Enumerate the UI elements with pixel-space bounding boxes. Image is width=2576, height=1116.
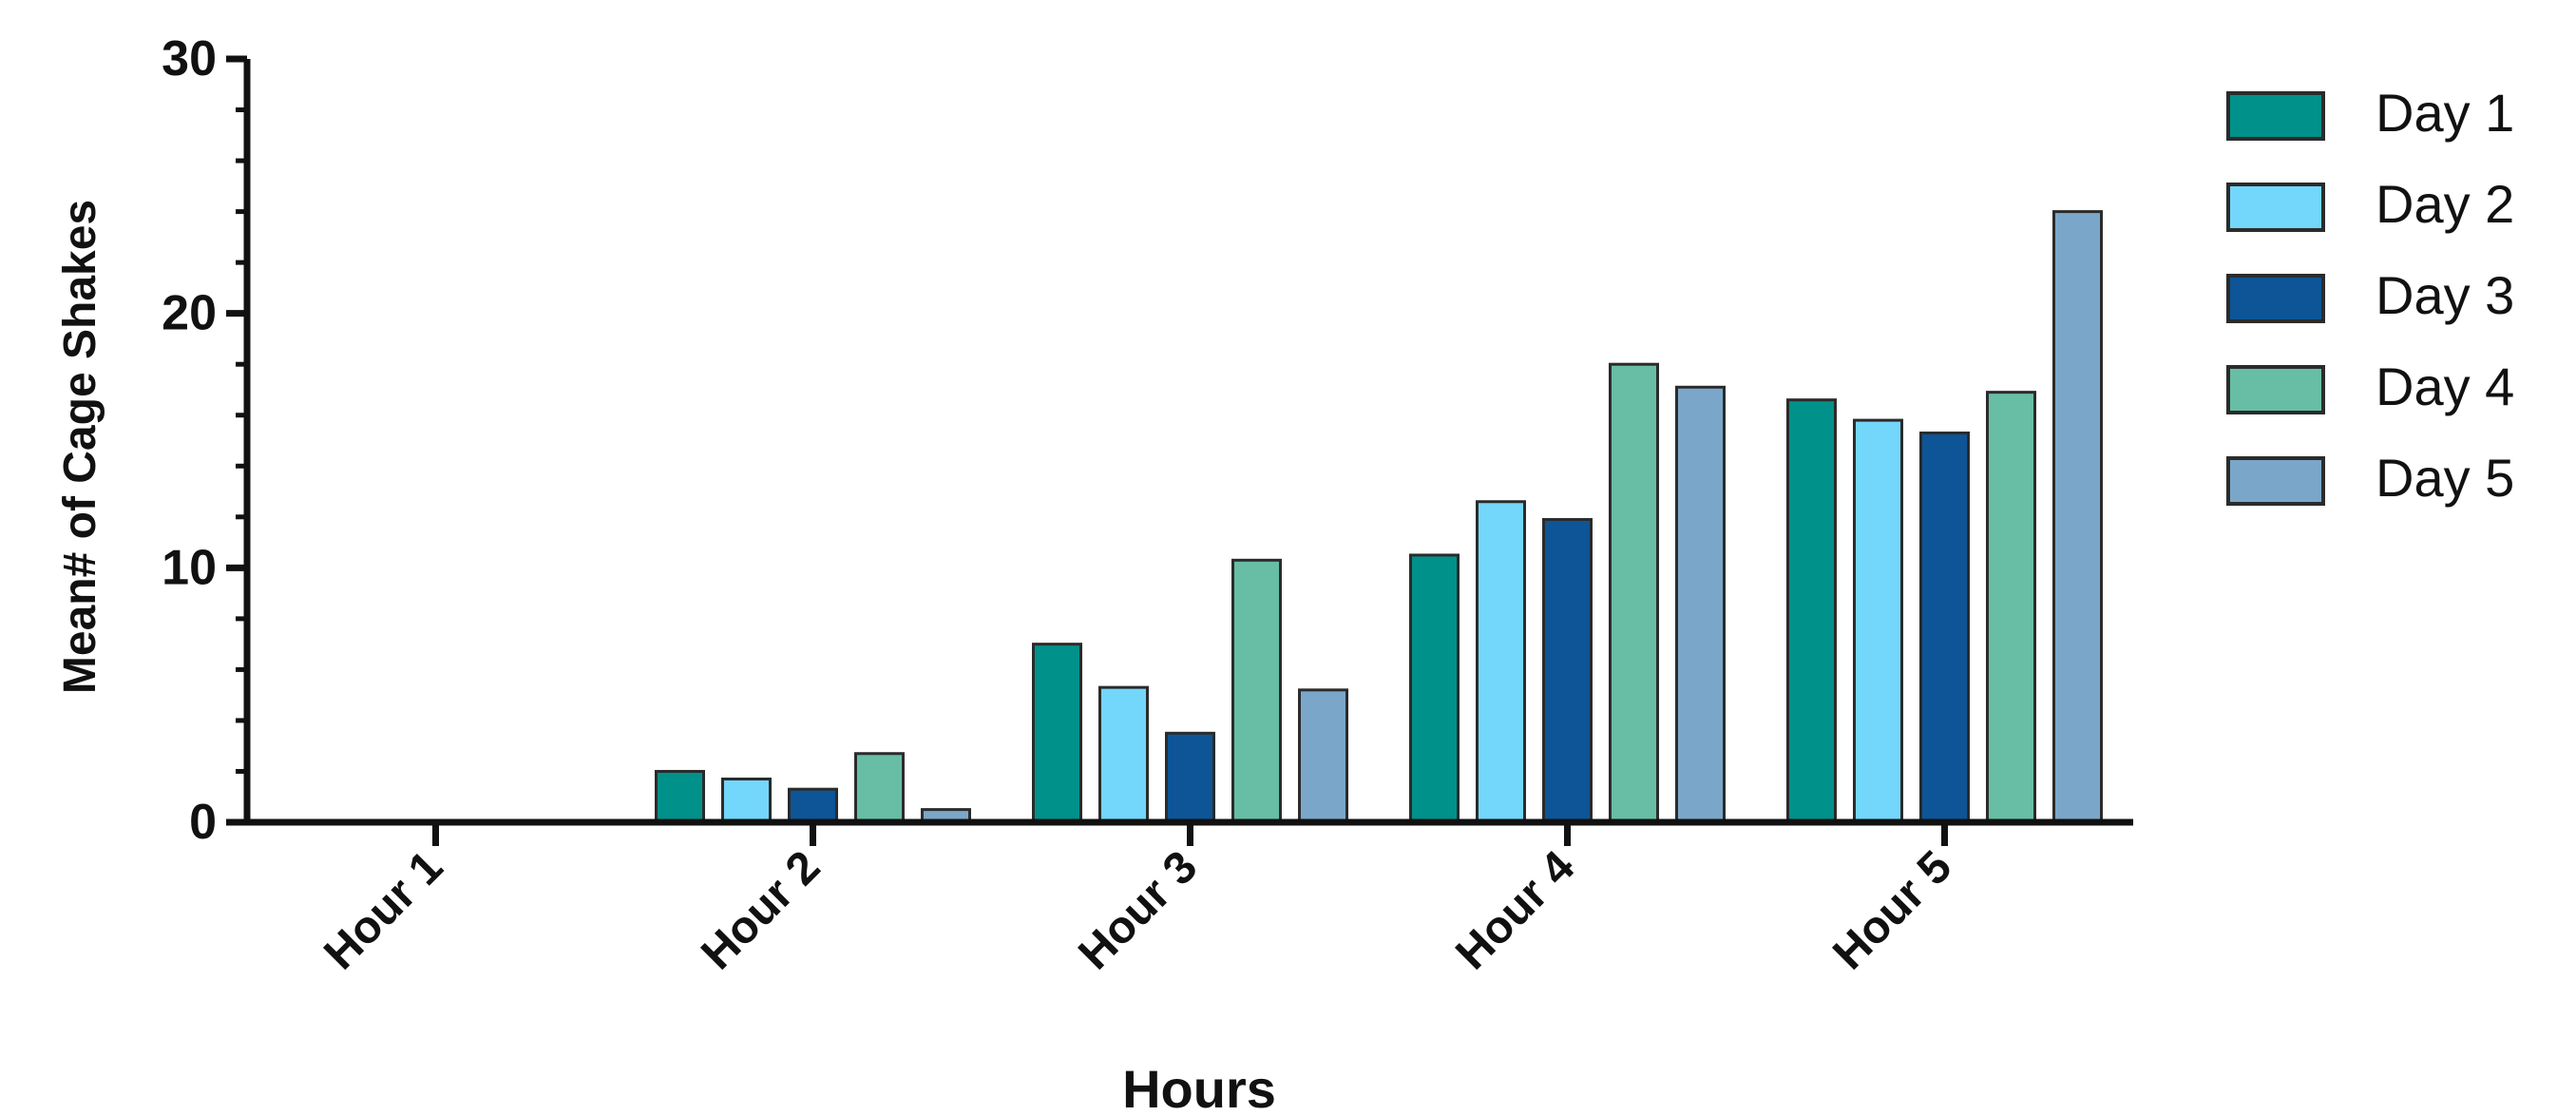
y-tick-label: 0: [189, 795, 217, 850]
x-tick-label: Hour 2: [692, 841, 830, 979]
x-tick-label: Hour 4: [1446, 841, 1584, 979]
bar-day-2-hour-4: [1476, 500, 1526, 824]
axes-group: [228, 59, 2133, 826]
y-ticks-group: 0 10 20 30: [162, 31, 247, 850]
legend-swatch: [2226, 365, 2325, 414]
bar-day-3-hour-5: [1919, 431, 1970, 824]
bar-day-5-hour-3: [1298, 688, 1348, 824]
bar-day-1-hour-2: [655, 769, 705, 824]
bar-day-4-hour-4: [1609, 362, 1659, 824]
x-tick-label: Hour 1: [315, 841, 452, 979]
legend-label: Day 1: [2376, 83, 2514, 143]
bar-day-4-hour-5: [1986, 391, 2036, 824]
y-axis-title: Mean# of Cage Shakes: [55, 200, 105, 694]
bar-day-1-hour-5: [1786, 398, 1837, 824]
y-tick-label: 20: [162, 286, 217, 341]
legend: Day 1 Day 2 Day 3 Day 4 Day 5: [2226, 83, 2514, 508]
bar-day-1-hour-3: [1032, 643, 1082, 824]
bar-day-4-hour-3: [1231, 558, 1282, 824]
legend-swatch: [2226, 274, 2325, 323]
bar-day-3-hour-4: [1542, 517, 1593, 824]
bar-day-2-hour-5: [1853, 418, 1903, 824]
legend-swatch: [2226, 456, 2325, 506]
bar-day-1-hour-4: [1409, 553, 1460, 824]
bar-day-2-hour-3: [1098, 685, 1149, 824]
legend-label: Day 3: [2376, 265, 2514, 325]
legend-label: Day 5: [2376, 448, 2514, 508]
legend-label: Day 2: [2376, 174, 2514, 234]
bars-group: [655, 210, 2103, 824]
bar-day-4-hour-2: [854, 752, 905, 824]
legend-swatch: [2226, 183, 2325, 232]
x-tick-label: Hour 5: [1823, 841, 1961, 979]
x-tick-label: Hour 3: [1069, 841, 1207, 979]
bar-day-5-hour-5: [2052, 210, 2103, 824]
legend-swatch: [2226, 91, 2325, 141]
bar-day-3-hour-2: [788, 787, 838, 824]
y-tick-label: 30: [162, 31, 217, 87]
legend-label: Day 4: [2376, 356, 2514, 416]
y-tick-label: 10: [162, 540, 217, 595]
bar-day-5-hour-4: [1675, 385, 1726, 824]
x-ticks-group: Hour 1 Hour 2 Hour 3 Hour 4 Hour 5: [315, 822, 1961, 979]
x-axis-title: Hours: [1122, 1059, 1276, 1116]
bar-day-3-hour-3: [1165, 731, 1215, 824]
bar-day-2-hour-2: [721, 777, 772, 824]
